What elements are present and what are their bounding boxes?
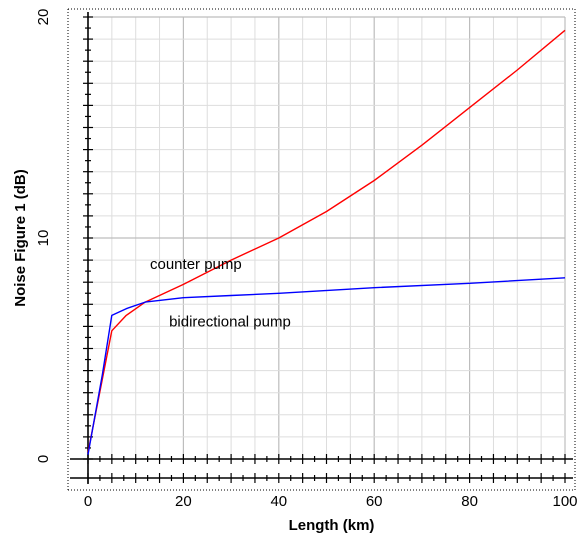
x-tick-label: 80 — [461, 493, 478, 510]
y-tick-label: 10 — [35, 230, 52, 247]
x-tick-label: 40 — [270, 493, 287, 510]
series-line — [87, 277, 566, 455]
y-tick-label: 0 — [35, 455, 52, 463]
series — [87, 29, 566, 455]
plot-frame — [67, 8, 576, 491]
y-tick-label: 20 — [35, 9, 52, 26]
y-axis-title: Noise Figure 1 (dB) — [12, 169, 29, 307]
x-tick-label: 60 — [366, 493, 383, 510]
axes — [70, 12, 573, 484]
series-annotation: counter pump — [150, 256, 242, 273]
x-axis-title: Length (km) — [289, 517, 375, 534]
grid — [88, 16, 566, 459]
x-tick-label: 20 — [175, 493, 192, 510]
labels: 0 20 40 60 80 100 0 10 20 counter pump bidirection… — [35, 9, 578, 510]
series-annotation: bidirectional pump — [169, 313, 291, 330]
x-tick-label: 100 — [552, 493, 577, 510]
x-tick-label: 0 — [84, 493, 92, 510]
series-line — [87, 29, 566, 453]
